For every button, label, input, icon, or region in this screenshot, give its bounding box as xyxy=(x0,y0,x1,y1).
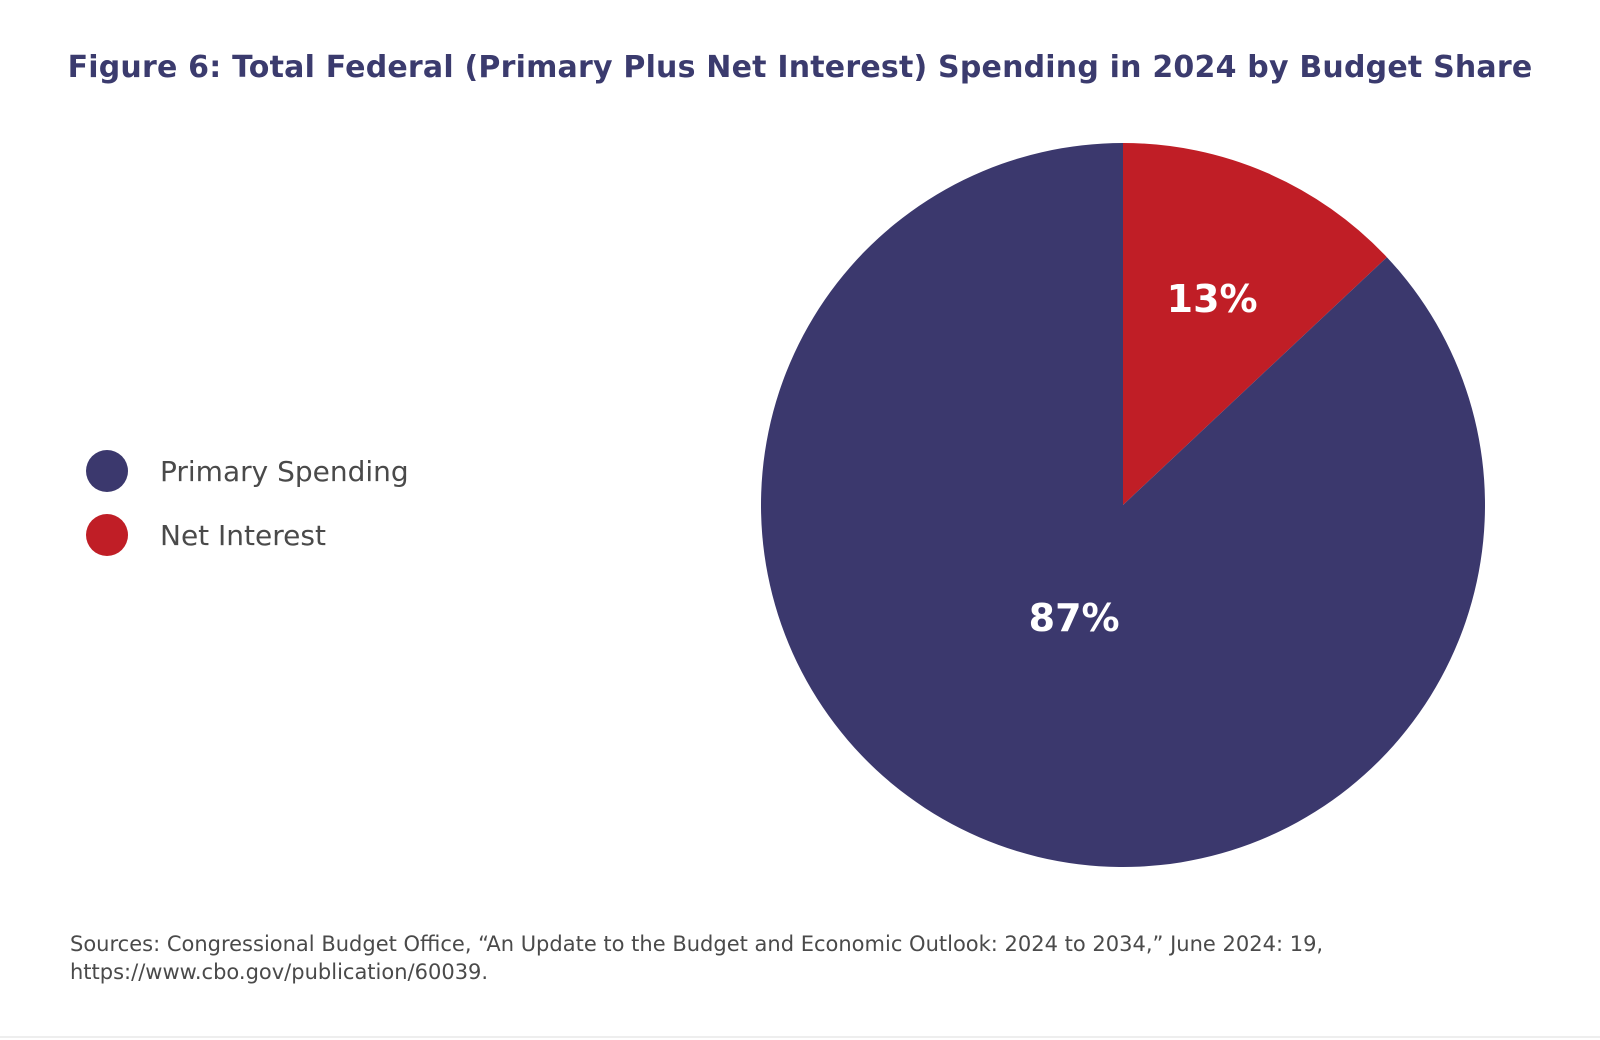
source-line-2: https://www.cbo.gov/publication/60039. xyxy=(70,960,489,984)
pie-slice-primary-spending xyxy=(761,143,1485,868)
bottom-divider xyxy=(0,1036,1600,1038)
legend-swatch-primary-spending xyxy=(86,450,128,492)
source-line-1: Sources: Congressional Budget Office, “A… xyxy=(70,932,1324,956)
chart-title: Figure 6: Total Federal (Primary Plus Ne… xyxy=(67,50,1533,85)
legend-label: Primary Spending xyxy=(160,454,409,488)
pie-label-primary-spending: 87% xyxy=(1029,596,1120,640)
legend-label: Net Interest xyxy=(160,518,326,552)
legend-item-net-interest: Net Interest xyxy=(86,514,409,556)
legend-swatch-net-interest xyxy=(86,514,128,556)
pie-slice-net-interest xyxy=(1123,143,1387,505)
source-note: Sources: Congressional Budget Office, “A… xyxy=(70,930,1510,986)
legend: Primary Spending Net Interest xyxy=(86,450,409,578)
pie-label-net-interest: 13% xyxy=(1167,277,1258,321)
legend-item-primary-spending: Primary Spending xyxy=(86,450,409,492)
